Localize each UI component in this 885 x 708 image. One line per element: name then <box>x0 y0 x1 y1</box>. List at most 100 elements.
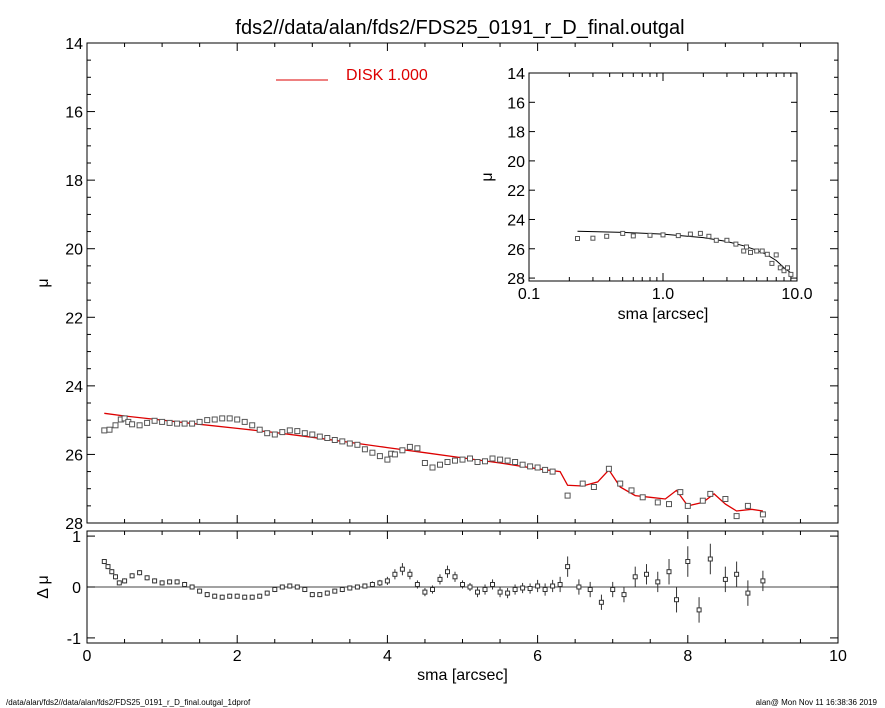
inset-data-point <box>713 237 719 243</box>
residual-data-point <box>565 564 571 570</box>
residual-data-point <box>520 585 526 591</box>
residual-data-point <box>249 594 255 600</box>
inset-data-point <box>647 232 653 238</box>
residual-data-point <box>219 594 225 600</box>
inset-data-point <box>759 248 765 254</box>
residual-data-point <box>527 586 533 591</box>
profile-data-point <box>301 430 308 437</box>
profile-data-point <box>264 430 271 437</box>
residual-data-point <box>696 607 702 613</box>
main-y-tick-label: 26 <box>65 447 83 464</box>
profile-data-point <box>759 511 766 518</box>
profile-data-point <box>129 421 136 428</box>
footer-timestamp: alan@ Mon Nov 11 16:38:36 2019 <box>755 698 877 707</box>
disk-model-line <box>104 412 763 512</box>
residual-data-point <box>452 574 458 580</box>
inset-data-point <box>630 233 636 239</box>
profile-data-point <box>497 456 504 463</box>
residual-data-point <box>182 582 188 587</box>
residual-y-tick-label: -1 <box>67 631 81 648</box>
inset-log-plot: 14 16 18 20 22 24 26 280.1 1.0 10.0 sma [arcsec] μ <box>479 66 813 323</box>
residual-data-point <box>242 594 248 600</box>
residual-data-point <box>674 597 679 603</box>
residual-data-point <box>347 585 353 591</box>
residual-data-point <box>369 582 375 587</box>
inset-data-point <box>724 237 730 243</box>
profile-data-point <box>452 457 458 464</box>
inset-data-point <box>697 230 703 236</box>
residual-data-point <box>550 583 556 589</box>
profile-data-point <box>459 456 466 463</box>
main-y-tick-label: 28 <box>65 516 83 533</box>
profile-data-point <box>639 494 646 501</box>
inset-y-tick-label: 24 <box>507 212 525 229</box>
inset-y-tick-label: 20 <box>507 154 525 171</box>
profile-data-point <box>744 502 751 509</box>
profile-data-point <box>474 459 481 465</box>
residual-x-tick-label: 2 <box>233 648 242 665</box>
residual-data-point <box>685 559 691 564</box>
profile-data-point <box>346 440 353 447</box>
profile-data-point <box>504 457 511 464</box>
profile-data-point <box>579 480 586 487</box>
residual-data-point <box>332 588 338 594</box>
residual-data-point <box>722 576 728 582</box>
residual-data-point <box>197 588 203 594</box>
profile-data-point <box>733 513 740 520</box>
profile-data-point <box>437 461 443 468</box>
inset-data-point <box>687 231 693 237</box>
residual-y-tick-label: 0 <box>72 580 81 597</box>
residual-data-point <box>745 590 751 596</box>
inset-data-point <box>773 252 779 258</box>
residual-data-point <box>317 592 323 598</box>
residual-data-point <box>129 573 135 579</box>
residual-data-point <box>437 576 443 582</box>
residual-data-point <box>294 584 300 590</box>
inset-y-tick-label: 22 <box>507 183 525 200</box>
residual-data-point <box>377 580 383 586</box>
profile-data-point <box>421 460 428 466</box>
residual-data-point <box>362 583 368 589</box>
legend-label: DISK 1.000 <box>346 67 428 84</box>
residual-data-point <box>445 569 450 575</box>
main-y-tick-label: 22 <box>65 310 83 327</box>
profile-data-point <box>590 484 597 490</box>
residual-data-point <box>167 579 173 585</box>
inset-data-point <box>777 265 783 271</box>
residual-data-point <box>105 564 111 570</box>
residual-data-point <box>227 593 233 599</box>
inset-x-tick-label: 0.1 <box>518 286 540 303</box>
main-y-tick-label: 14 <box>65 36 83 53</box>
residual-data-point <box>109 569 115 575</box>
residual-data-point <box>535 583 541 589</box>
inset-data-point <box>769 260 775 266</box>
residual-data-point <box>666 569 672 575</box>
inset-data-point <box>748 249 753 255</box>
inset-data-point <box>660 232 666 238</box>
profile-data-point <box>534 464 541 471</box>
residual-data-point <box>144 575 150 581</box>
residual-data-point <box>655 579 661 585</box>
residual-x-axis-label: sma [arcsec] <box>417 667 508 684</box>
residual-data-point <box>339 587 345 592</box>
main-y-tick-label: 20 <box>65 242 83 259</box>
residual-data-point <box>760 578 766 584</box>
residual-data-point <box>497 589 503 595</box>
inset-data-point <box>675 233 681 239</box>
inset-y-tick-label: 16 <box>507 95 525 112</box>
residual-data-point <box>279 584 285 590</box>
profile-data-point <box>654 499 661 506</box>
main-y-tick-label: 16 <box>65 105 83 122</box>
profile-data-point <box>482 458 488 465</box>
residual-data-point <box>482 587 488 592</box>
residual-data-point <box>159 580 165 586</box>
inset-plot-frame <box>528 72 798 282</box>
profile-data-point <box>219 415 226 422</box>
residual-data-point <box>324 590 330 596</box>
residual-data-point <box>272 587 278 592</box>
profile-data-point <box>189 420 196 427</box>
inset-data-point <box>741 248 747 254</box>
residual-data-point <box>422 589 428 595</box>
profile-data-point <box>467 455 473 462</box>
main-y-tick-label: 18 <box>65 173 83 190</box>
